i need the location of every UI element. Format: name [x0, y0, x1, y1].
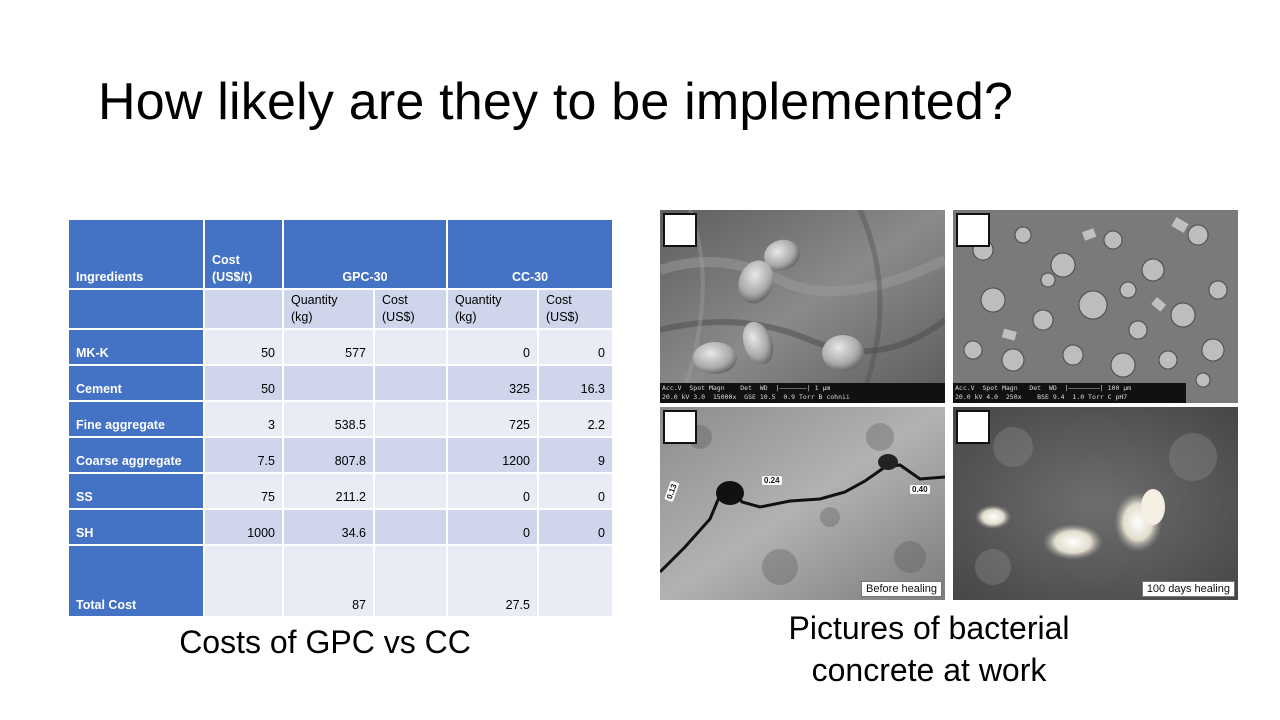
cell-gpc-qty: 211.2 [284, 474, 375, 510]
total-cc: 27.5 [448, 546, 539, 616]
table-row: Coarse aggregate 7.5 807.8 1200 9 [69, 438, 612, 474]
row-label: SS [69, 474, 205, 510]
header-cost: Cost (US$/t) [205, 220, 284, 290]
subheader-gpc-quantity: Quantity (kg) [284, 290, 375, 330]
row-label: Fine aggregate [69, 402, 205, 438]
subheader-gpc-cost: Cost (US$) [375, 290, 448, 330]
total-cc-cost-blank [539, 546, 612, 616]
cell-cc-cost: 2.2 [539, 402, 612, 438]
table-total-row: Total Cost 87 27.5 [69, 546, 612, 616]
header-gpc-30: GPC-30 [284, 220, 448, 290]
cell-gpc-cost [375, 438, 448, 474]
after-healing-label: 100 days healing [1141, 581, 1235, 597]
panel-label-box [663, 410, 697, 444]
cell-cost: 1000 [205, 510, 284, 546]
crack-width-label: 0.24 [762, 476, 782, 485]
panel-label-box [956, 213, 990, 247]
table-header-row: Ingredients Cost (US$/t) GPC-30 CC-30 [69, 220, 612, 290]
header-ingredients: Ingredients [69, 220, 205, 290]
cell-gpc-qty: 807.8 [284, 438, 375, 474]
slide-title: How likely are they to be implemented? [98, 73, 1014, 131]
cell-cost: 50 [205, 330, 284, 366]
header-cc-30: CC-30 [448, 220, 612, 290]
subheader-blank [69, 290, 205, 330]
cell-gpc-qty: 577 [284, 330, 375, 366]
crack-before-healing-image: 0.13 0.24 0.40 Before healing [660, 407, 945, 600]
table-row: SH 1000 34.6 0 0 [69, 510, 612, 546]
table-subheader-row: Quantity (kg) Cost (US$) Quantity (kg) C… [69, 290, 612, 330]
table-caption: Costs of GPC vs CC [179, 624, 471, 660]
before-healing-label: Before healing [861, 581, 942, 597]
table-row: Fine aggregate 3 538.5 725 2.2 [69, 402, 612, 438]
total-gpc: 87 [284, 546, 375, 616]
cell-cost: 3 [205, 402, 284, 438]
cost-comparison-table: Ingredients Cost (US$/t) GPC-30 CC-30 Qu… [69, 220, 612, 616]
cell-cc-qty: 0 [448, 330, 539, 366]
crack-width-label: 0.40 [910, 485, 930, 494]
sem-scalebar: Acc.V Spot Magn Det WD |———————| 1 μm 20… [660, 383, 945, 403]
table-row: Cement 50 325 16.3 [69, 366, 612, 402]
cell-gpc-cost [375, 330, 448, 366]
table-row: MK-K 50 577 0 0 [69, 330, 612, 366]
cell-cc-cost: 0 [539, 330, 612, 366]
subheader-blank-cost [205, 290, 284, 330]
table-row: SS 75 211.2 0 0 [69, 474, 612, 510]
cell-gpc-qty: 538.5 [284, 402, 375, 438]
cell-cc-qty: 725 [448, 402, 539, 438]
sem-scalebar: Acc.V Spot Magn Det WD |————————| 100 μm… [953, 383, 1186, 403]
panel-label-box [663, 213, 697, 247]
subheader-cc-cost: Cost (US$) [539, 290, 612, 330]
total-cost-blank [205, 546, 284, 616]
total-gpc-cost-blank [375, 546, 448, 616]
cell-cc-qty: 325 [448, 366, 539, 402]
cell-gpc-qty: 34.6 [284, 510, 375, 546]
cell-cc-qty: 0 [448, 474, 539, 510]
cell-gpc-cost [375, 366, 448, 402]
cell-cost: 7.5 [205, 438, 284, 474]
sem-spores-image: Acc.V Spot Magn Det WD |———————| 1 μm 20… [660, 210, 945, 403]
row-label: SH [69, 510, 205, 546]
cell-cc-qty: 0 [448, 510, 539, 546]
total-label: Total Cost [69, 546, 205, 616]
row-label: MK-K [69, 330, 205, 366]
subheader-cc-quantity: Quantity (kg) [448, 290, 539, 330]
cell-gpc-qty [284, 366, 375, 402]
row-label: Cement [69, 366, 205, 402]
panel-label-box [956, 410, 990, 444]
sem-crystals-image: Acc.V Spot Magn Det WD |————————| 100 μm… [953, 210, 1238, 403]
cell-cost: 75 [205, 474, 284, 510]
cell-cc-qty: 1200 [448, 438, 539, 474]
cell-cost: 50 [205, 366, 284, 402]
cell-gpc-cost [375, 474, 448, 510]
photos-caption: Pictures of bacterial concrete at work [788, 610, 1070, 688]
crack-after-healing-image: 100 days healing [953, 407, 1238, 600]
row-label: Coarse aggregate [69, 438, 205, 474]
cell-cc-cost: 0 [539, 474, 612, 510]
cell-gpc-cost [375, 402, 448, 438]
cell-cc-cost: 16.3 [539, 366, 612, 402]
cell-gpc-cost [375, 510, 448, 546]
cell-cc-cost: 9 [539, 438, 612, 474]
cell-cc-cost: 0 [539, 510, 612, 546]
